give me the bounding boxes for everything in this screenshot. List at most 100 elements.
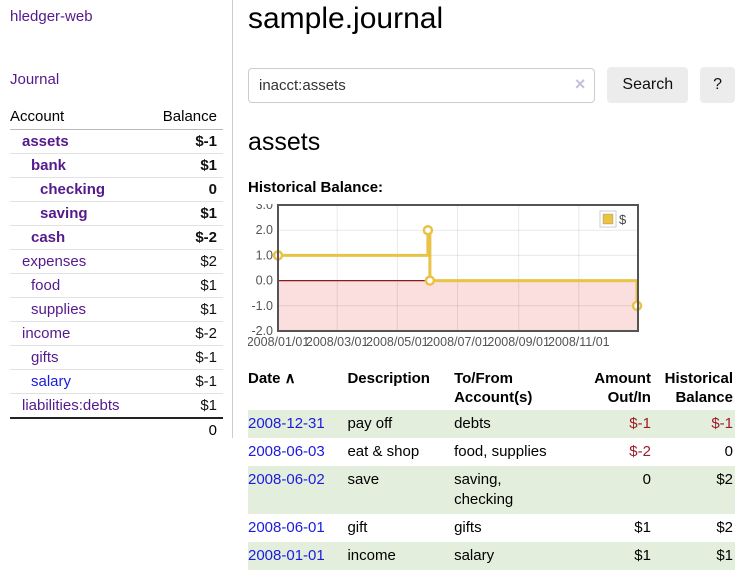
transaction-balance: $-1 xyxy=(711,415,733,432)
sidebar-account-liabilities-debts[interactable]: liabilities:debts xyxy=(22,397,120,414)
x-tick-label: 2008/01/01 xyxy=(248,335,309,349)
search-button[interactable]: Search xyxy=(607,67,689,103)
account-row: salary $-1 xyxy=(10,369,223,394)
transaction-row: 2008-12-31 pay off debts $-1 $-1 xyxy=(248,410,735,438)
account-name-cell: checking xyxy=(10,177,148,202)
account-name-cell: liabilities:debts xyxy=(10,394,147,419)
transaction-amount: 0 xyxy=(642,471,651,488)
page-title: sample.journal xyxy=(248,2,444,35)
register-table: Date ∧ Description To/From Account(s) Amoun… xyxy=(248,365,735,570)
legend-swatch xyxy=(602,213,614,225)
accounts-header-row: Account Balance xyxy=(10,105,223,130)
register-column-description: Description xyxy=(347,370,430,387)
account-heading: assets xyxy=(248,128,321,156)
account-name-cell: salary xyxy=(10,369,148,394)
accounts-header-balance: Balance xyxy=(147,105,223,130)
accounts-total-spacer xyxy=(10,417,148,442)
x-tick-label: 2008/07/01 xyxy=(426,335,489,349)
transaction-balance: $2 xyxy=(716,519,733,536)
sidebar-item-journal[interactable]: Journal xyxy=(10,71,60,88)
y-tick-label: 2.0 xyxy=(256,223,273,237)
sidebar-account-food[interactable]: food xyxy=(31,277,61,294)
account-name-cell: expenses xyxy=(10,249,148,274)
sidebar-account-salary[interactable]: salary xyxy=(31,373,72,390)
account-balance: $-2 xyxy=(147,225,223,250)
y-tick-label: 0.0 xyxy=(256,274,273,288)
transaction-balance: $2 xyxy=(716,471,733,488)
account-row: supplies $1 xyxy=(10,297,223,322)
account-name-cell: assets xyxy=(10,129,148,154)
account-row: assets $-1 xyxy=(10,129,223,154)
x-tick-label: 2008/05/01 xyxy=(366,335,429,349)
sidebar: hledger-web Journal Account Balance asse… xyxy=(0,0,233,442)
accounts-header-account: Account xyxy=(10,105,148,130)
sidebar-account-expenses[interactable]: expenses xyxy=(22,253,87,270)
sidebar-account-checking[interactable]: checking xyxy=(40,181,106,198)
transaction-amount: $1 xyxy=(634,519,651,536)
transaction-date-link[interactable]: 2008-06-03 xyxy=(248,443,325,460)
account-name-cell: income xyxy=(10,321,148,346)
transaction-accounts: salary xyxy=(454,547,495,564)
transaction-accounts: debts xyxy=(454,415,491,432)
brand-link[interactable]: hledger-web xyxy=(10,8,93,25)
transaction-description: save xyxy=(347,471,380,488)
sidebar-account-gifts[interactable]: gifts xyxy=(31,349,59,366)
sidebar-account-income[interactable]: income xyxy=(22,325,71,342)
transaction-date-cell: 2008-06-02 xyxy=(248,466,347,514)
account-row: expenses $2 xyxy=(10,249,223,274)
register-header-row: Date ∧ Description To/From Account(s) Amoun… xyxy=(248,365,735,410)
chart-legend: $ xyxy=(599,210,627,228)
account-balance: $-1 xyxy=(147,345,223,370)
transaction-description: gift xyxy=(347,519,368,536)
sidebar-account-saving[interactable]: saving xyxy=(40,205,88,222)
sidebar-account-supplies[interactable]: supplies xyxy=(31,301,87,318)
account-row: liabilities:debts $1 xyxy=(10,394,223,419)
sidebar-account-assets[interactable]: assets xyxy=(22,133,69,150)
transaction-description: pay off xyxy=(347,415,393,432)
transaction-date-cell: 2008-12-31 xyxy=(248,410,347,438)
account-balance: 0 xyxy=(147,177,223,202)
sidebar-account-bank[interactable]: bank xyxy=(31,157,67,174)
account-balance: $1 xyxy=(147,297,223,322)
clear-search-icon[interactable]: × xyxy=(574,73,586,94)
search-input[interactable] xyxy=(248,67,596,103)
y-tick-label: 3.0 xyxy=(256,204,273,212)
account-balance: $-1 xyxy=(147,369,223,394)
transaction-row: 2008-01-01 income salary $1 $1 xyxy=(248,542,735,570)
search-box: × xyxy=(248,67,596,103)
transaction-date-link[interactable]: 2008-12-31 xyxy=(248,415,325,432)
account-name-cell: food xyxy=(10,273,148,298)
transaction-date-link[interactable]: 2008-01-01 xyxy=(248,547,325,564)
plot-border xyxy=(277,204,639,332)
account-name-cell: saving xyxy=(10,201,148,226)
account-row: checking 0 xyxy=(10,177,223,202)
account-balance: $-1 xyxy=(147,129,223,154)
x-tick-label: 2008/03/01 xyxy=(306,335,369,349)
chart-negative-region xyxy=(278,280,638,331)
register-column-date[interactable]: Date ∧ xyxy=(248,370,296,387)
transaction-amount: $-2 xyxy=(629,443,651,460)
transaction-date-cell: 2008-01-01 xyxy=(248,542,347,570)
x-tick-label: 2008/09/01 xyxy=(487,335,550,349)
accounts-total-value: 0 xyxy=(147,417,223,442)
transaction-accounts: saving, checking xyxy=(454,471,514,508)
account-name-cell: bank xyxy=(10,153,148,178)
main-content: sample.journal × Search ? assets Histori… xyxy=(233,0,742,570)
account-row: gifts $-1 xyxy=(10,345,223,370)
transaction-amount: $1 xyxy=(634,547,651,564)
transaction-balance: $1 xyxy=(716,547,733,564)
transaction-date-link[interactable]: 2008-06-02 xyxy=(248,471,325,488)
transaction-row: 2008-06-02 save saving, checking 0 $2 xyxy=(248,466,735,514)
account-balance: $1 xyxy=(147,201,223,226)
help-button[interactable]: ? xyxy=(700,67,735,103)
account-row: food $1 xyxy=(10,273,223,298)
sidebar-account-cash[interactable]: cash xyxy=(31,229,66,246)
account-row: cash $-2 xyxy=(10,225,223,250)
account-balance: $1 xyxy=(200,397,217,414)
account-row: income $-2 xyxy=(10,321,223,346)
accounts-table: Account Balance assets $-1 bank $1 checking 0… xyxy=(10,105,223,442)
accounts-total-row: 0 xyxy=(10,417,223,442)
transaction-amount: $-1 xyxy=(629,415,651,432)
transaction-accounts: food, supplies xyxy=(454,443,547,460)
transaction-date-link[interactable]: 2008-06-01 xyxy=(248,519,325,536)
